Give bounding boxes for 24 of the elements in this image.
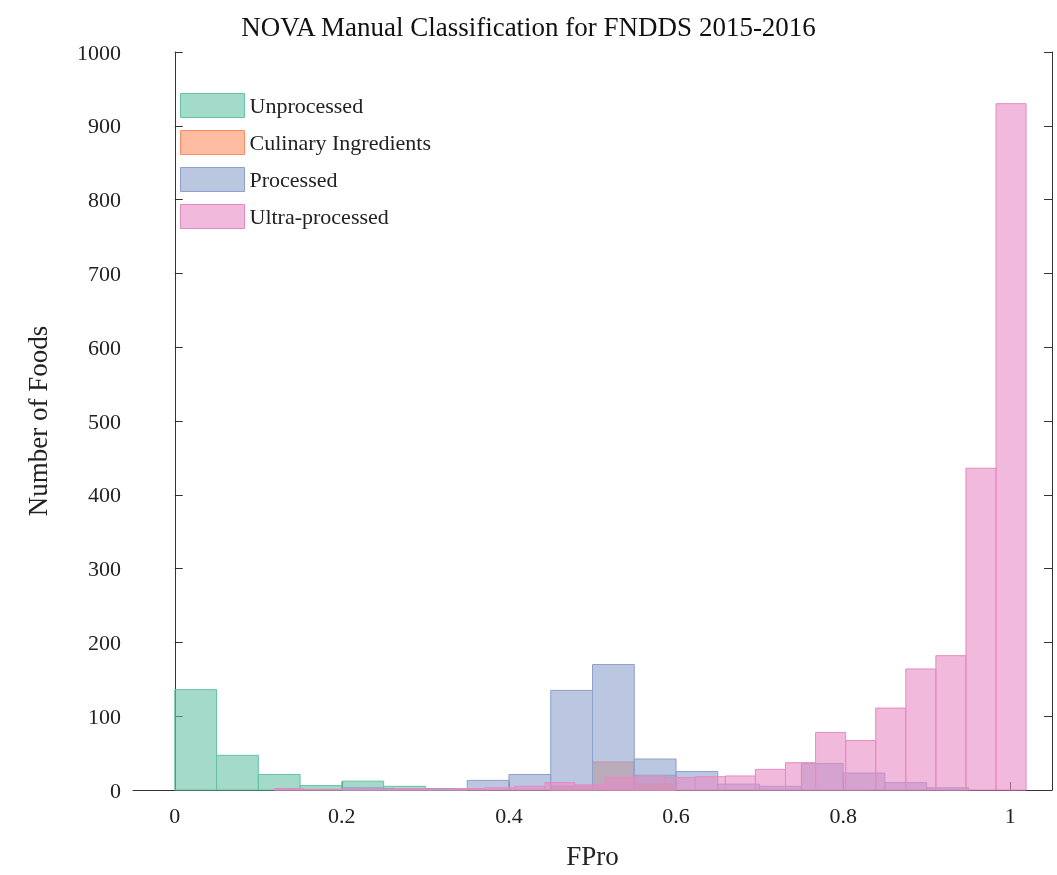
legend-label: Unprocessed <box>249 93 364 118</box>
legend-label: Processed <box>249 167 338 192</box>
x-tick-label: 1 <box>1004 802 1016 828</box>
x-tick-label: 0.8 <box>829 802 857 828</box>
y-tick-label: 600 <box>88 334 121 360</box>
y-tick-label: 200 <box>88 629 121 655</box>
legend-label: Culinary Ingredients <box>249 130 431 155</box>
x-tick-label: 0.4 <box>495 802 523 828</box>
y-axis-title: Number of Foods <box>22 325 53 517</box>
x-axis-title: FPro <box>566 840 619 871</box>
y-tick-label: 100 <box>88 703 121 729</box>
y-tick-label: 400 <box>88 482 121 508</box>
y-tick-label: 800 <box>88 187 121 213</box>
x-tick-label: 0 <box>169 802 181 828</box>
legend-label: Ultra-processed <box>249 204 389 229</box>
y-tick-label: 300 <box>88 556 121 582</box>
y-tick-label: 1000 <box>77 39 121 65</box>
x-tick-label: 0.6 <box>662 802 690 828</box>
y-tick-label: 900 <box>88 113 121 139</box>
x-tick-label: 0.2 <box>328 802 356 828</box>
y-tick-label: 0 <box>110 777 121 803</box>
y-tick-label: 700 <box>88 260 121 286</box>
y-tick-label: 500 <box>88 408 121 434</box>
chart-title: NOVA Manual Classification for FNDDS 2015-2016 <box>241 11 816 42</box>
